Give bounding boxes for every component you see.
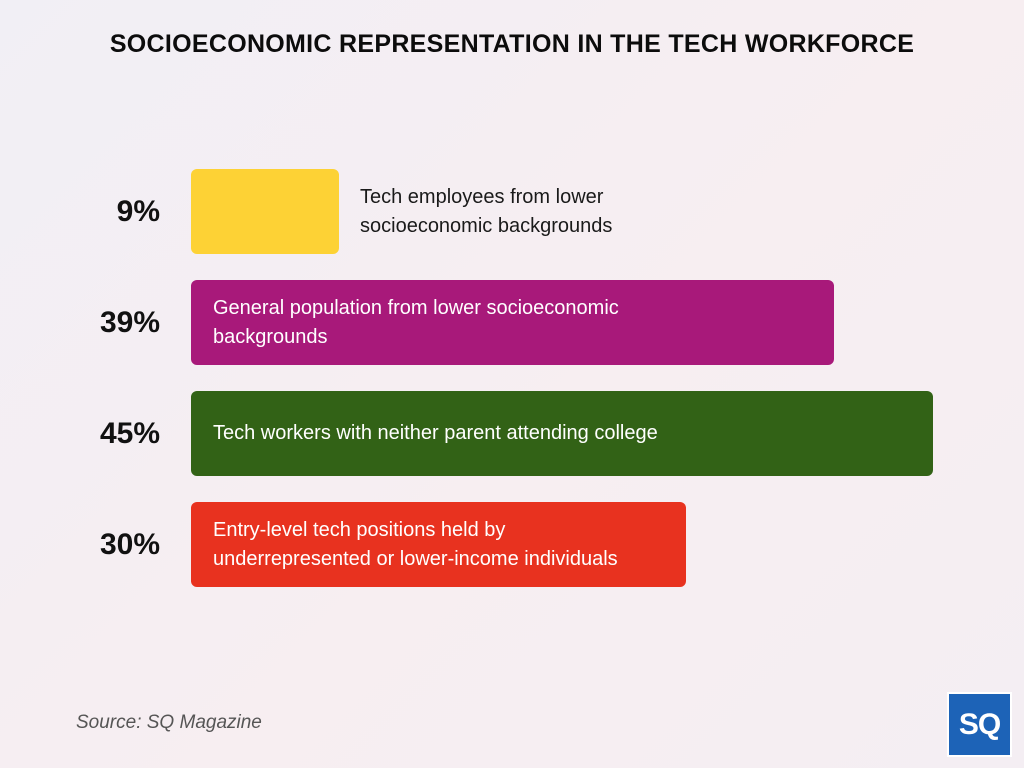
bar-category-label: Tech workers with neither parent attendi… [213,422,658,444]
source-note: Source: SQ Magazine [76,712,262,733]
bar [191,391,933,476]
bar [191,280,834,365]
bar-value-label: 45% [99,417,160,450]
bar-value-label: 39% [99,306,160,339]
bar [191,502,686,587]
chart-title: SOCIOECONOMIC REPRESENTATION IN THE TECH… [109,30,915,58]
bar-category-label: Entry-level tech positions held by under… [213,518,618,570]
sq-logo: SQ [947,692,1012,757]
bar-value-label: 30% [99,528,160,561]
bar-category-label: Tech employees from lower socioeconomic … [360,185,613,237]
bar-category-label: General population from lower socioecono… [213,296,619,348]
bar [191,169,339,254]
bar-value-label: 9% [116,195,160,228]
